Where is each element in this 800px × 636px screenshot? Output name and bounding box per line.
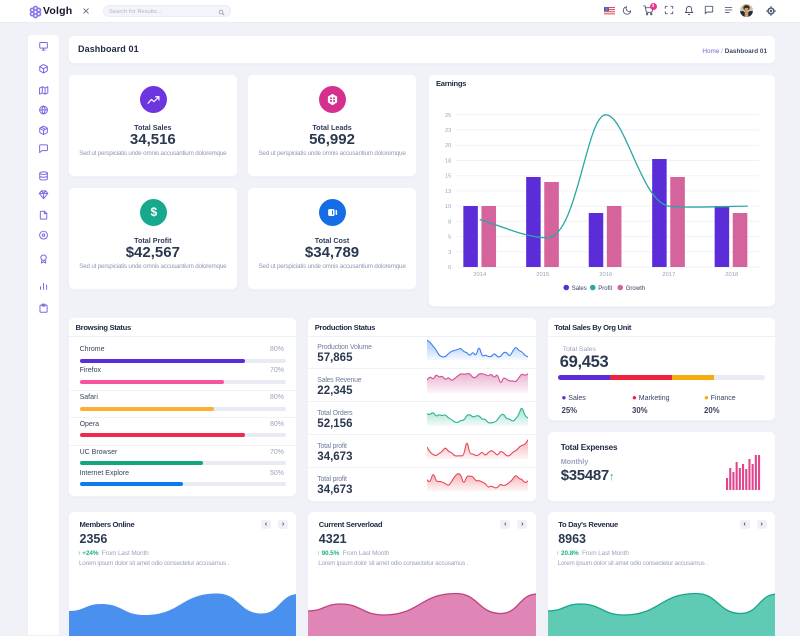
svg-text:5: 5	[448, 235, 451, 241]
svg-text:0: 0	[448, 265, 451, 271]
svg-text:25: 25	[445, 113, 451, 119]
svg-text:20: 20	[445, 143, 451, 149]
svg-text:Sales: Sales	[571, 286, 586, 292]
svg-text:23: 23	[445, 128, 451, 134]
svg-text:Growth: Growth	[625, 286, 644, 292]
svg-text:15: 15	[445, 174, 451, 180]
svg-text:2014: 2014	[473, 272, 487, 278]
svg-text:10: 10	[445, 204, 451, 210]
svg-text:3: 3	[448, 250, 451, 256]
svg-text:2016: 2016	[599, 272, 612, 278]
svg-text:8: 8	[448, 219, 451, 225]
svg-text:13: 13	[445, 189, 451, 195]
svg-text:Profit: Profit	[598, 286, 612, 292]
svg-text:2017: 2017	[662, 272, 675, 278]
svg-text:2015: 2015	[536, 272, 549, 278]
svg-text:18: 18	[445, 159, 451, 165]
svg-text:2018: 2018	[725, 272, 738, 278]
